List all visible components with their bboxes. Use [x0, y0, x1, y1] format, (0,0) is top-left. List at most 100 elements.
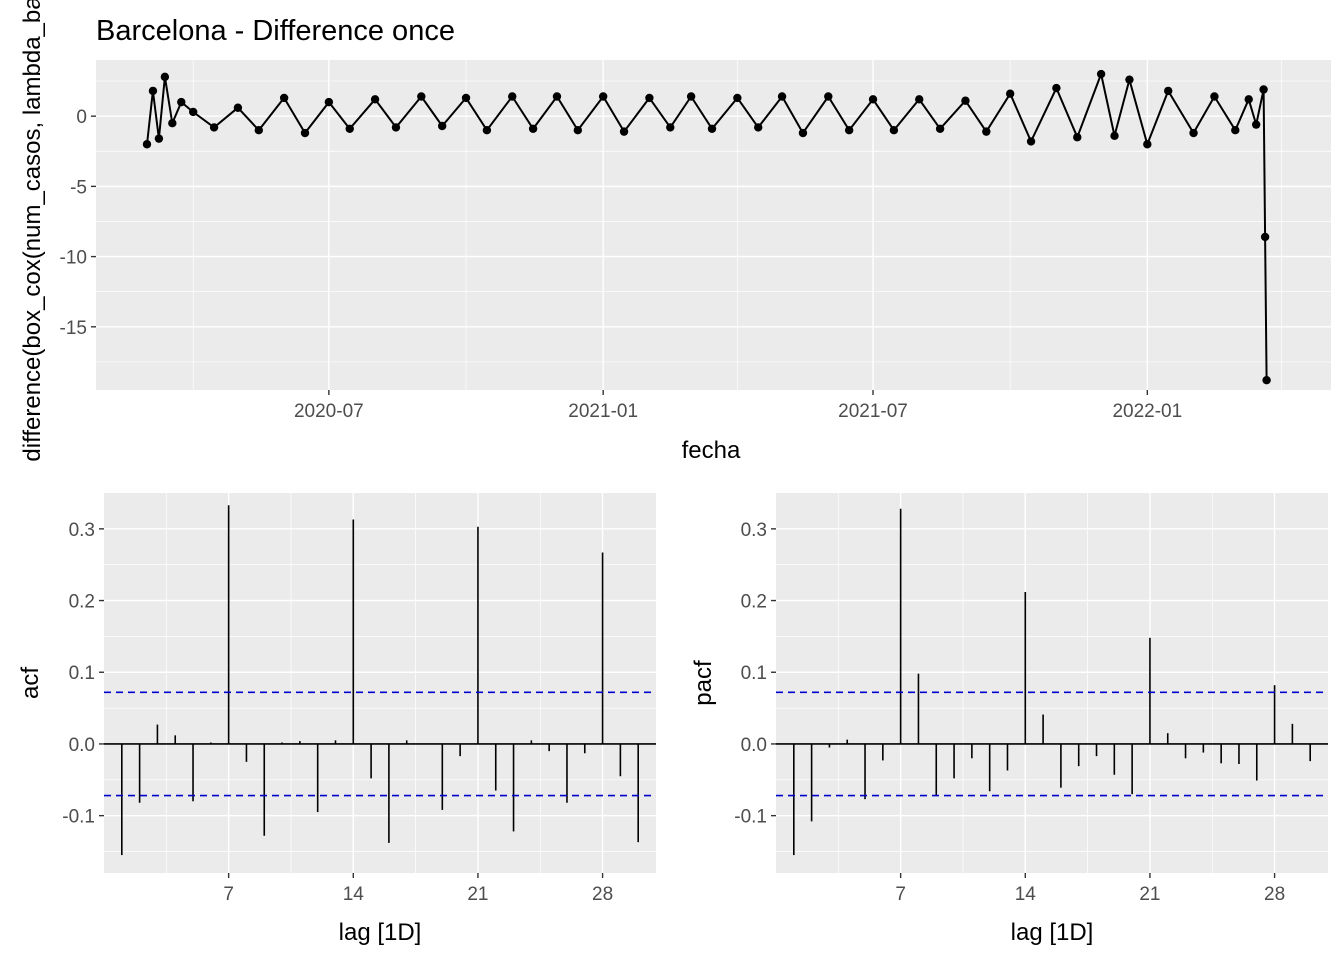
data-point — [482, 126, 492, 135]
y-tick-label: -10 — [60, 248, 87, 269]
y-tick-label: 0.2 — [741, 592, 767, 613]
data-point — [935, 124, 945, 134]
data-point — [1189, 128, 1198, 138]
data-point — [1073, 133, 1082, 142]
pacf-confidence-band — [776, 691, 1328, 797]
y-tick-label: 0.2 — [69, 592, 95, 613]
data-point — [142, 140, 152, 149]
data-point — [417, 92, 426, 101]
pacf-y-ticks: 0.3 0.2 0.1 0.0 -0.1 — [734, 520, 776, 828]
data-point — [1260, 232, 1270, 242]
data-point — [1052, 83, 1061, 93]
y-tick-label: -5 — [70, 177, 87, 198]
data-point — [324, 97, 334, 107]
data-point — [437, 121, 447, 131]
x-tick-label: 2022-01 — [1112, 401, 1182, 422]
y-tick-label: 0.0 — [69, 735, 95, 756]
data-point — [528, 124, 538, 134]
acf-confidence-band — [104, 691, 656, 797]
data-point — [148, 86, 158, 96]
time-series-x-axis-title: fecha — [682, 437, 741, 464]
data-point — [824, 92, 833, 101]
data-point — [168, 118, 177, 128]
data-point — [209, 123, 219, 132]
x-tick-label: 2021-01 — [568, 401, 638, 422]
acf-plot-area — [104, 493, 656, 873]
y-tick-label: -15 — [60, 318, 87, 339]
time-series-plot-area — [96, 60, 1331, 390]
data-point — [345, 124, 354, 134]
pacf-x-axis-title: lag [1D] — [1011, 919, 1094, 946]
data-point — [1096, 69, 1106, 79]
data-point — [1143, 140, 1152, 149]
data-point — [1125, 75, 1134, 84]
data-point — [370, 95, 380, 104]
acf-y-axis-title: acf — [17, 667, 44, 699]
data-point — [1251, 120, 1261, 129]
data-point — [300, 128, 310, 138]
data-point — [160, 72, 170, 82]
data-point — [508, 92, 517, 101]
data-point — [1210, 92, 1219, 101]
data-point — [1026, 137, 1036, 146]
x-tick-label: 2020-07 — [294, 401, 364, 422]
pacf-plot-area — [776, 493, 1328, 873]
time-series-y-axis-title: difference(box_cox(num_casos, lambda_bar — [19, 0, 46, 462]
data-point — [177, 97, 186, 107]
time-series-line — [142, 69, 1271, 385]
data-point — [666, 123, 675, 132]
chart-title: Barcelona - Difference once — [96, 15, 455, 47]
y-tick-label: 0.3 — [69, 520, 95, 541]
y-tick-label: 0.1 — [741, 663, 767, 684]
data-point — [1244, 95, 1253, 104]
acf-bars — [104, 505, 656, 856]
data-point — [552, 92, 562, 101]
data-point — [279, 93, 289, 103]
x-tick-label: 28 — [592, 884, 613, 905]
x-tick-label: 14 — [1015, 884, 1037, 905]
data-point — [733, 93, 742, 103]
data-point — [686, 92, 696, 101]
data-point — [391, 123, 401, 132]
y-tick-label: 0 — [76, 107, 87, 128]
time-series-y-ticks: 0 -5 -10 -15 — [60, 107, 96, 339]
pacf-panel: 0.3 0.2 0.1 0.0 -0.1 7 14 21 28 lag [1D] pacf — [690, 493, 1328, 946]
data-point — [189, 107, 198, 117]
y-tick-label: -0.1 — [62, 807, 95, 828]
data-point — [573, 126, 583, 135]
data-point — [1259, 85, 1268, 94]
data-point — [1164, 86, 1173, 96]
data-point — [1231, 126, 1240, 135]
data-point — [961, 96, 970, 105]
data-point — [461, 93, 471, 103]
data-point — [1262, 375, 1271, 385]
data-point — [889, 126, 899, 135]
time-series-panel: Barcelona - Difference once 0 -5 -10 -15 20… — [19, 0, 1331, 464]
data-point — [915, 95, 924, 104]
x-tick-label: 14 — [343, 884, 365, 905]
data-point — [645, 93, 654, 103]
y-tick-label: 0.0 — [741, 735, 767, 756]
data-point — [619, 127, 629, 136]
y-tick-label: 0.1 — [69, 663, 95, 684]
data-point — [707, 124, 717, 134]
data-point — [798, 128, 808, 138]
x-tick-label: 7 — [223, 884, 234, 905]
data-point — [598, 92, 608, 101]
data-point — [982, 127, 991, 136]
x-tick-label: 2021-07 — [838, 401, 908, 422]
x-tick-label: 7 — [895, 884, 906, 905]
pacf-x-ticks: 7 14 21 28 — [895, 873, 1285, 905]
y-tick-label: 0.3 — [741, 520, 767, 541]
data-point — [1110, 131, 1119, 141]
pacf-y-axis-title: pacf — [690, 660, 717, 706]
x-tick-label: 28 — [1264, 884, 1285, 905]
acf-y-ticks: 0.3 0.2 0.1 0.0 -0.1 — [62, 520, 104, 828]
pacf-bars — [776, 508, 1328, 856]
data-point — [844, 126, 854, 135]
data-point — [254, 126, 263, 135]
acf-x-axis-title: lag [1D] — [339, 919, 422, 946]
acf-panel: 0.3 0.2 0.1 0.0 -0.1 7 14 21 28 lag [1D] acf — [17, 493, 656, 946]
